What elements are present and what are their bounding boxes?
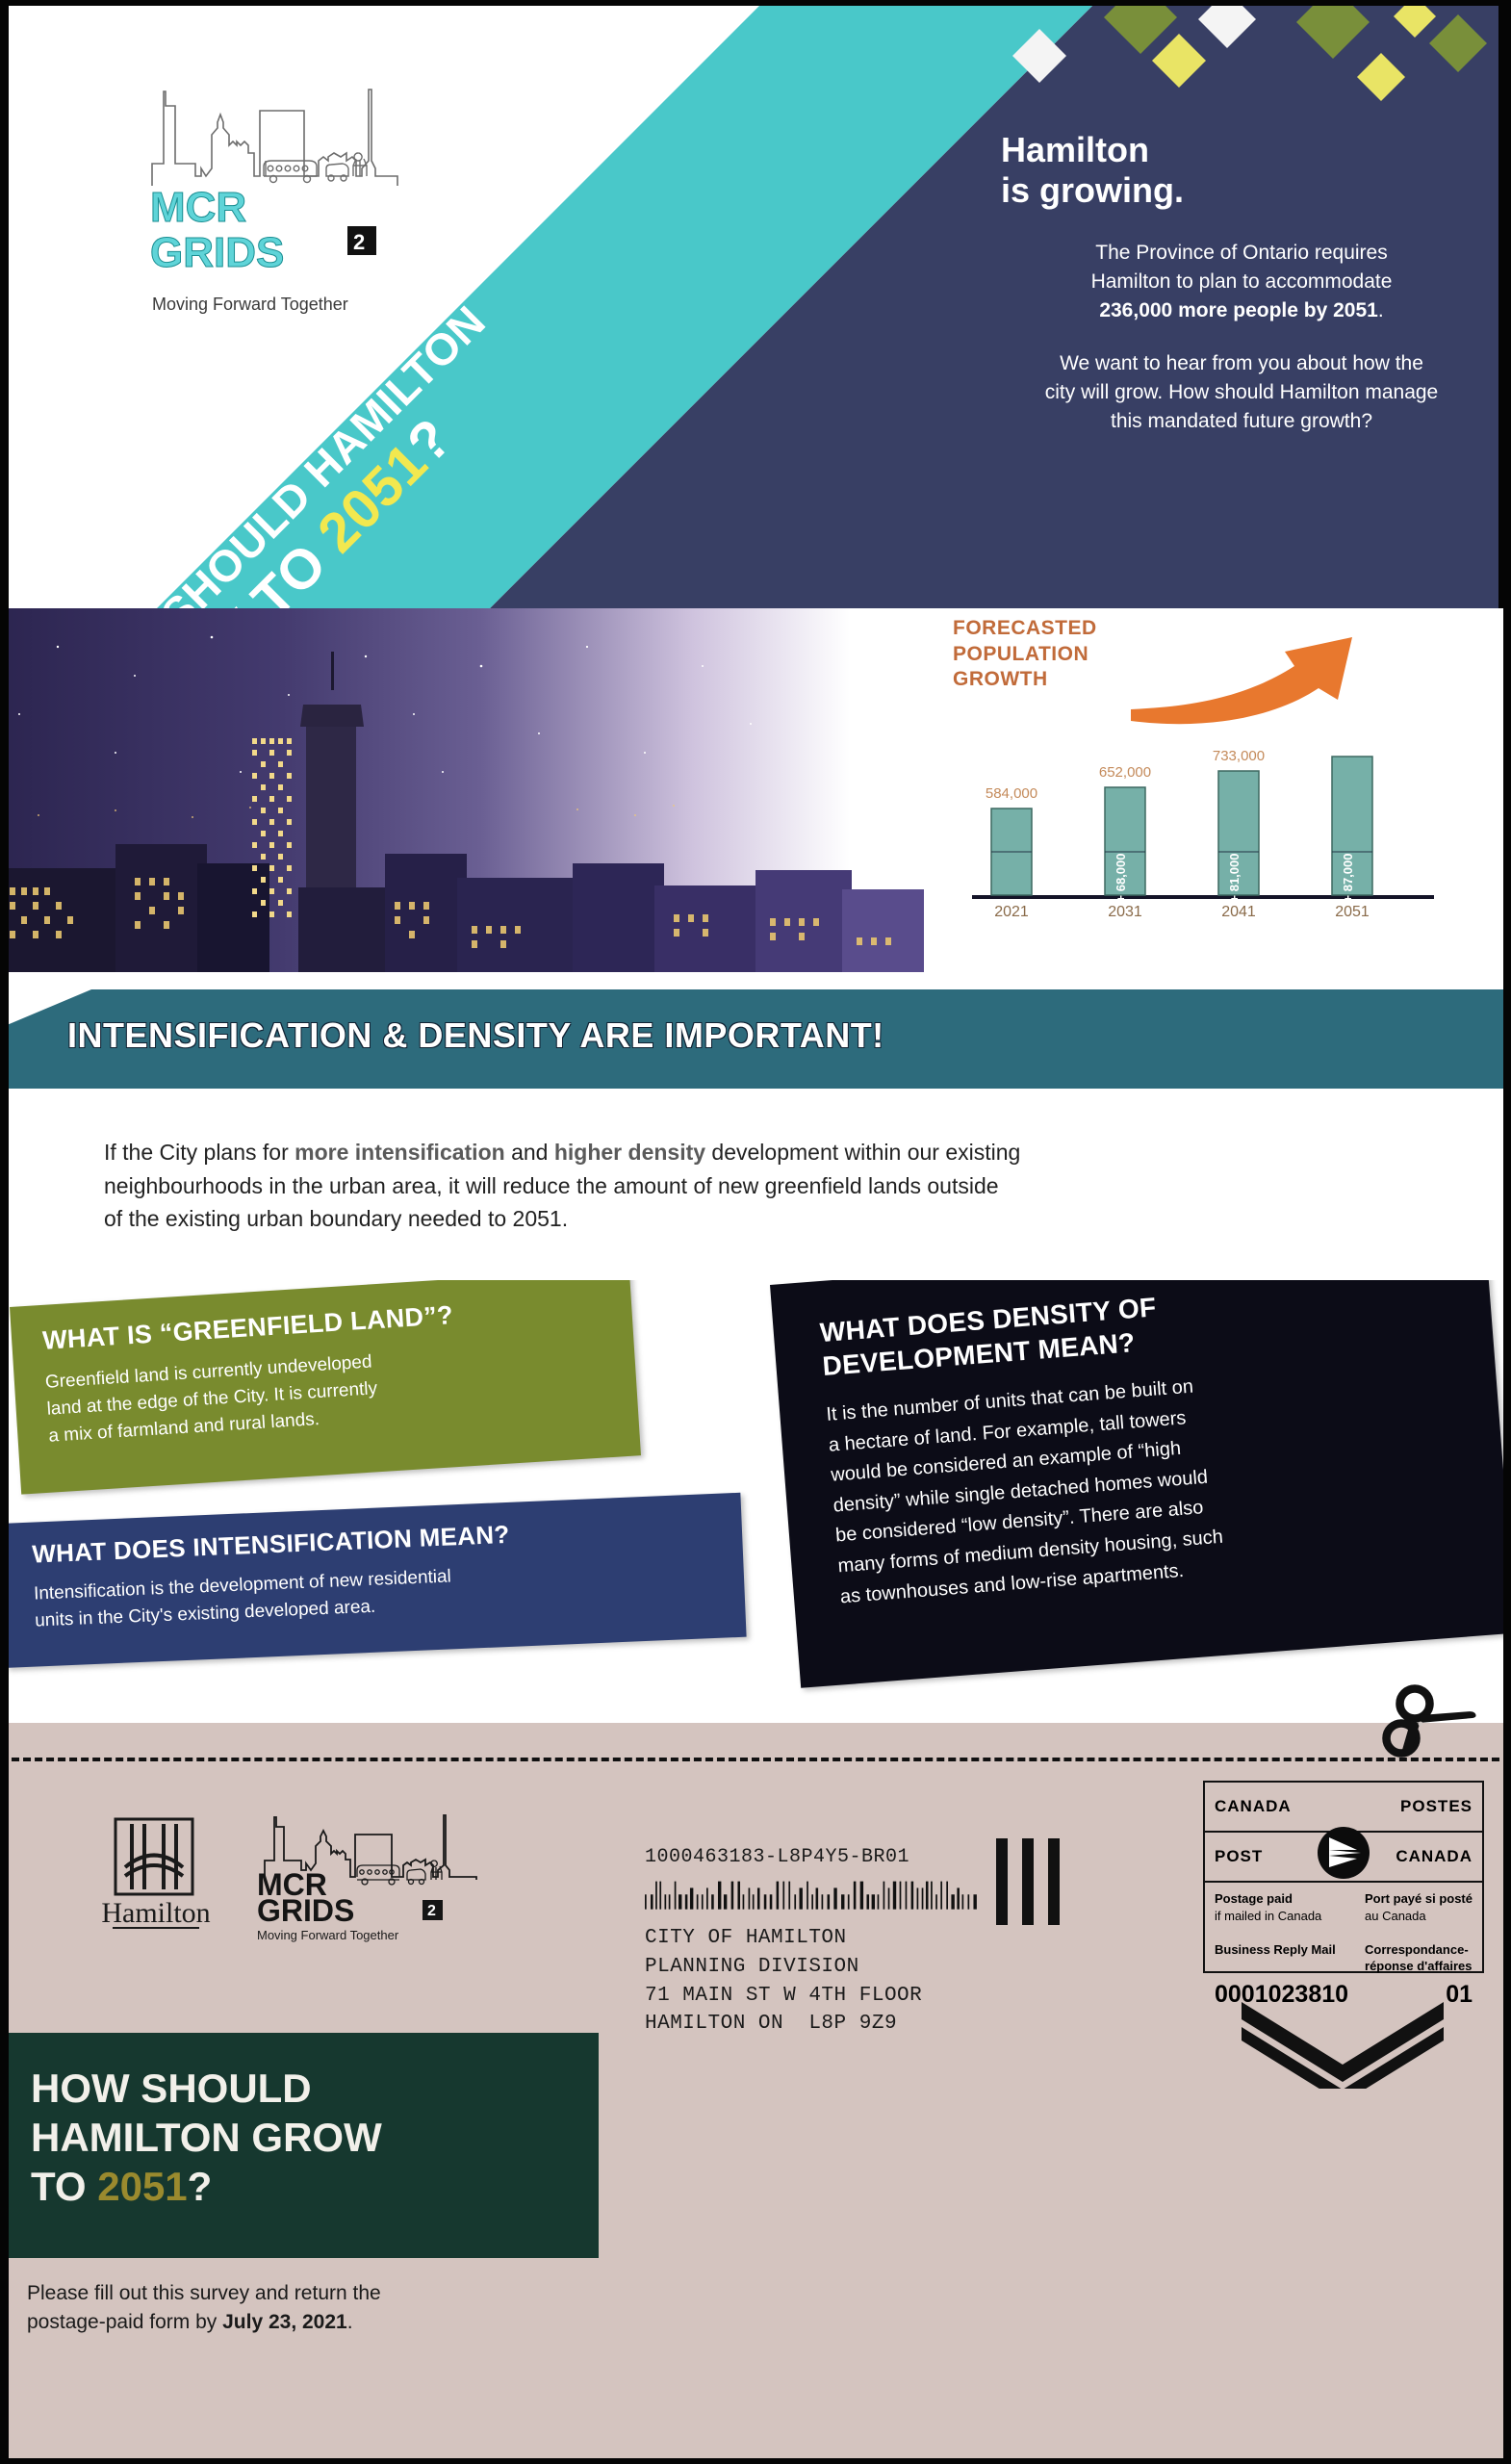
svg-text:2021: 2021 <box>994 904 1029 920</box>
svg-text:2031: 2031 <box>1108 904 1142 920</box>
svg-text:+ 87,000: + 87,000 <box>1341 854 1355 903</box>
svg-text:2051: 2051 <box>1335 904 1370 920</box>
svg-text:584,000: 584,000 <box>986 785 1037 802</box>
svg-text:Hamilton: Hamilton <box>101 1897 210 1929</box>
svg-text:2041: 2041 <box>1221 904 1256 920</box>
svg-text:2: 2 <box>427 1903 436 1919</box>
svg-text:652,000: 652,000 <box>1099 764 1151 781</box>
svg-text:+ 68,000: + 68,000 <box>1114 854 1128 903</box>
svg-text:+ 81,000: + 81,000 <box>1227 854 1242 903</box>
svg-text:733,000: 733,000 <box>1213 751 1265 764</box>
svg-text:GRIDS: GRIDS <box>257 1893 354 1925</box>
